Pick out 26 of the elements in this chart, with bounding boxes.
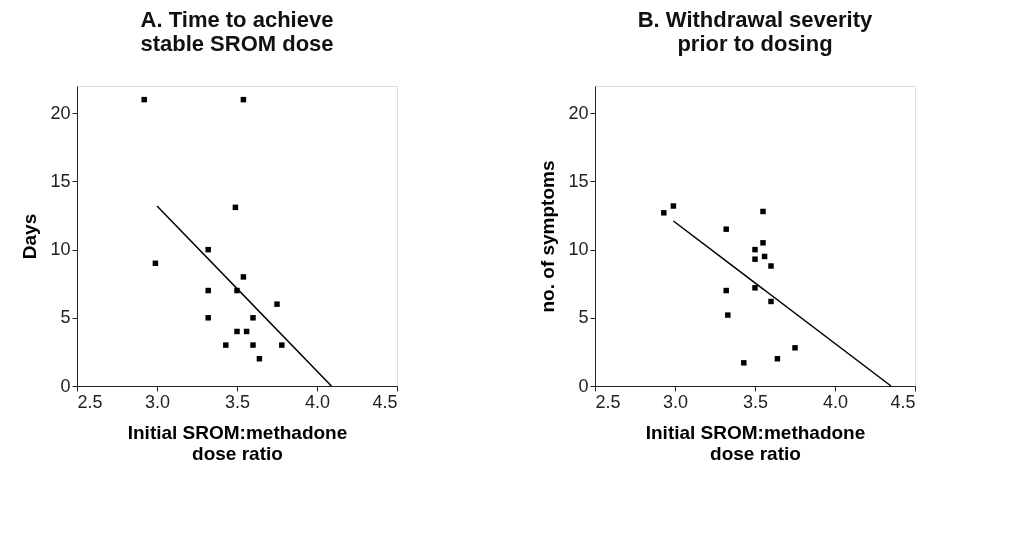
x-tick-label: 3.0 [662,391,689,412]
x-tick-label: 4.0 [304,391,331,412]
y-tick-label: 0 [60,375,71,396]
x-tick-label: 3.0 [144,391,171,412]
x-tick-label: 2.5 [77,391,103,412]
x-tick-label: 4.5 [890,391,916,412]
y-tick-label: 10 [50,239,71,260]
y-tick-label: 5 [60,307,71,328]
y-tick-label: 5 [578,307,589,328]
y-tick-label: 20 [50,102,71,123]
y-tick-label: 20 [568,102,589,123]
x-tick-label: 4.5 [372,391,398,412]
y-tick-label: 0 [578,375,589,396]
x-tick-label: 3.5 [224,391,251,412]
chart-title: A. Time to achieve stable SROM dose [140,7,334,56]
y-axis-title: Days [19,213,41,260]
y-axis-title: no. of symptoms [537,160,559,313]
y-tick-label: 10 [568,239,589,260]
y-tick-label: 15 [568,170,589,191]
x-tick-label: 3.5 [742,391,769,412]
x-tick-label: 2.5 [595,391,621,412]
x-tick-label: 4.0 [822,391,849,412]
y-tick-label: 15 [50,170,71,191]
x-axis-title: Initial SROM:methadone dose ratio [645,421,866,464]
chart-title: B. Withdrawal severity prior to dosing [637,7,874,56]
x-axis-title: Initial SROM:methadone dose ratio [127,421,348,464]
